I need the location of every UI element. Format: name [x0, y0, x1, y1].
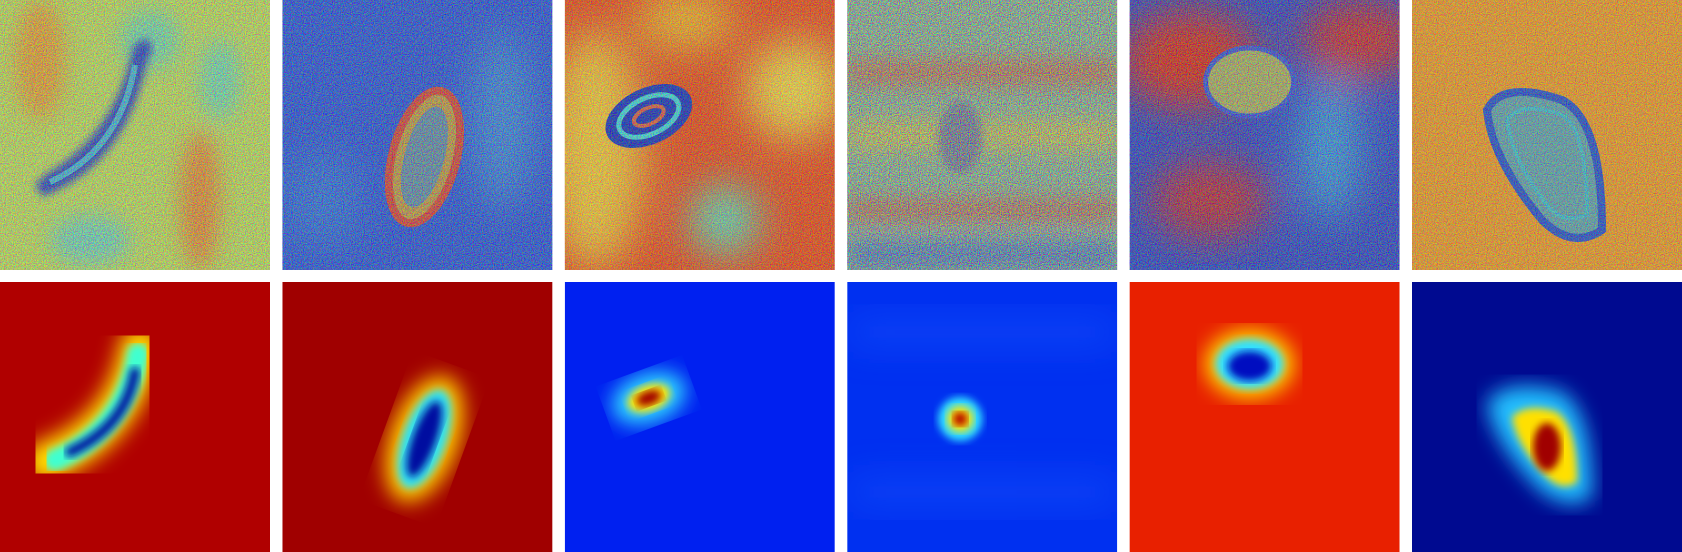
raw-tile — [1129, 0, 1400, 270]
map-tile — [1412, 282, 1682, 552]
map-tile — [0, 282, 270, 552]
map-tile — [282, 282, 553, 552]
raw-tile — [564, 0, 835, 270]
map-tile — [847, 282, 1118, 552]
map-tile — [564, 282, 835, 552]
map-tile — [1129, 282, 1400, 552]
raw-tile — [1412, 0, 1682, 270]
raw-tile — [282, 0, 553, 270]
raw-tile — [847, 0, 1118, 270]
raw-tile — [0, 0, 270, 270]
